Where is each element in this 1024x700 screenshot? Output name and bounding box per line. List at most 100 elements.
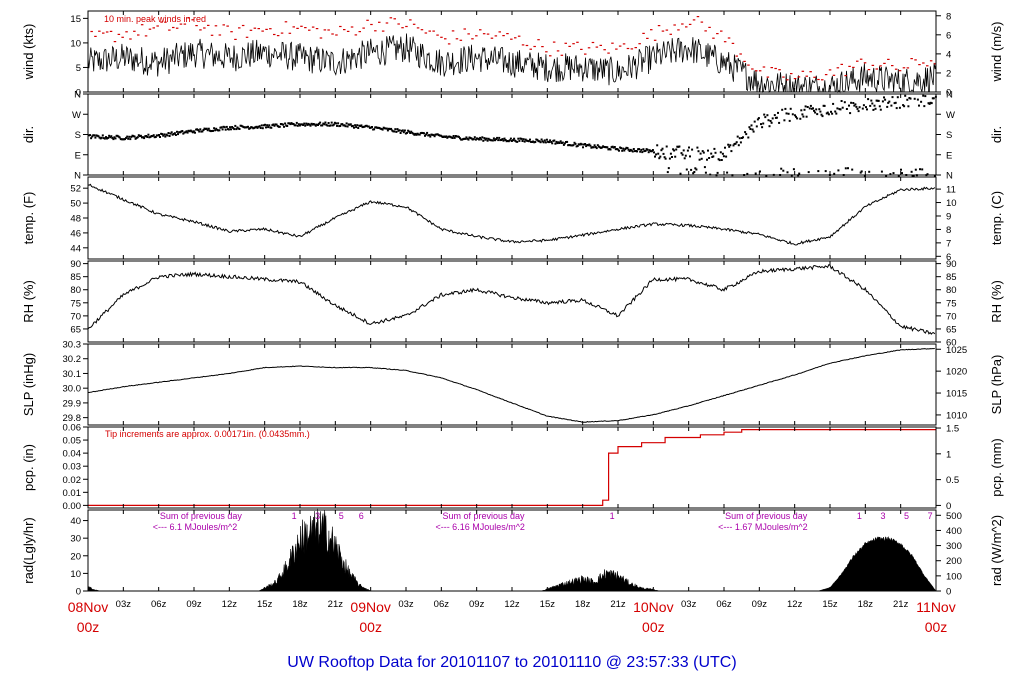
- hour-tick-label: 18z: [858, 599, 874, 610]
- direction-point: [136, 136, 139, 139]
- direction-point: [631, 150, 634, 153]
- direction-point: [769, 120, 772, 122]
- direction-point: [108, 134, 111, 137]
- direction-point: [398, 129, 401, 132]
- peak-wind-mark: [848, 65, 851, 67]
- direction-point: [384, 127, 387, 130]
- direction-point: [883, 96, 885, 99]
- y-tick-label-right: 1020: [946, 367, 967, 378]
- direction-point: [530, 140, 532, 143]
- peak-wind-mark: [782, 76, 785, 78]
- y-tick-label: 20: [70, 551, 81, 562]
- direction-point: [540, 138, 543, 141]
- direction-point: [424, 134, 426, 137]
- y-tick-label: 30: [70, 534, 81, 545]
- direction-point: [787, 112, 790, 115]
- direction-point: [437, 134, 440, 137]
- direction-point: [305, 122, 308, 125]
- direction-point: [124, 138, 126, 141]
- direction-point: [563, 142, 566, 145]
- direction-point: [89, 134, 92, 137]
- direction-point: [241, 125, 244, 128]
- direction-point: [128, 135, 131, 138]
- direction-point: [505, 140, 508, 143]
- direction-point: [887, 101, 890, 104]
- direction-point: [133, 135, 136, 138]
- y-tick-label-right: 0: [946, 587, 951, 598]
- hour-mark: 5: [904, 511, 909, 521]
- peak-wind-mark: [459, 39, 463, 41]
- direction-point: [245, 126, 248, 129]
- direction-point: [206, 129, 209, 132]
- direction-point: [260, 124, 263, 127]
- direction-point: [373, 128, 376, 131]
- direction-point: [785, 112, 788, 115]
- direction-point: [932, 97, 935, 100]
- direction-point: [436, 133, 439, 136]
- direction-point: [929, 101, 932, 104]
- peak-wind-mark: [521, 44, 525, 46]
- peak-wind-mark: [319, 37, 323, 39]
- direction-point: [467, 138, 470, 141]
- direction-point: [683, 157, 686, 160]
- peak-wind-mark: [311, 26, 315, 28]
- day-label: 10Nov: [633, 599, 673, 615]
- hour-mark: 6: [359, 511, 364, 521]
- direction-point: [192, 130, 195, 133]
- direction-point: [891, 96, 894, 99]
- peak-wind-mark: [230, 31, 233, 33]
- direction-point: [496, 136, 499, 139]
- y-tick-label: 44: [70, 243, 81, 254]
- direction-point: [668, 157, 671, 160]
- peak-wind-mark: [331, 33, 334, 35]
- direction-point: [236, 126, 239, 129]
- direction-point: [722, 155, 725, 158]
- hour-mark: 3: [315, 511, 320, 521]
- panel-frame: [87, 343, 937, 426]
- peak-wind-mark: [90, 30, 93, 33]
- direction-point: [596, 144, 599, 147]
- y-tick-label: 15: [70, 14, 81, 25]
- hour-tick-label: 06z: [151, 599, 167, 610]
- direction-point: [146, 136, 149, 138]
- direction-point: [326, 124, 329, 127]
- peak-wind-mark: [556, 50, 560, 52]
- direction-point: [177, 133, 179, 136]
- y-tick-label-right: 0: [946, 88, 951, 99]
- peak-wind-mark: [704, 30, 707, 32]
- direction-point: [904, 94, 907, 97]
- direction-point: [835, 112, 838, 115]
- direction-point: [923, 105, 926, 108]
- direction-point: [225, 125, 228, 128]
- direction-point: [328, 124, 331, 127]
- direction-point: [110, 135, 113, 138]
- y-tick-label-right: N: [946, 171, 953, 182]
- direction-point: [708, 157, 711, 159]
- direction-point: [453, 136, 456, 139]
- y-tick-label: 0.05: [63, 436, 82, 447]
- direction-point: [791, 113, 794, 116]
- direction-point: [288, 122, 291, 125]
- direction-point: [409, 132, 412, 134]
- hour-tick-label: 12z: [787, 599, 803, 610]
- peak-wind-mark: [292, 26, 295, 28]
- y-tick-label-right: 7: [946, 238, 951, 249]
- direction-point: [673, 149, 676, 152]
- direction-point: [333, 121, 336, 124]
- direction-point: [404, 132, 407, 135]
- direction-point: [867, 98, 870, 101]
- direction-point: [889, 173, 892, 176]
- day-sum-value: <--- 6.1 MJoules/m^2: [153, 522, 238, 532]
- peak-wind-mark: [269, 28, 272, 30]
- direction-point: [754, 172, 757, 175]
- direction-point: [538, 140, 541, 143]
- direction-point: [830, 110, 832, 113]
- peak-wind-mark: [875, 68, 878, 70]
- direction-point: [620, 147, 623, 150]
- y-tick-label-right: 400: [946, 526, 962, 537]
- direction-point: [156, 134, 159, 137]
- peak-wind-mark: [502, 35, 505, 37]
- y-tick-label: 29.9: [63, 398, 82, 409]
- direction-point: [824, 170, 827, 173]
- panel-frame: [87, 426, 937, 509]
